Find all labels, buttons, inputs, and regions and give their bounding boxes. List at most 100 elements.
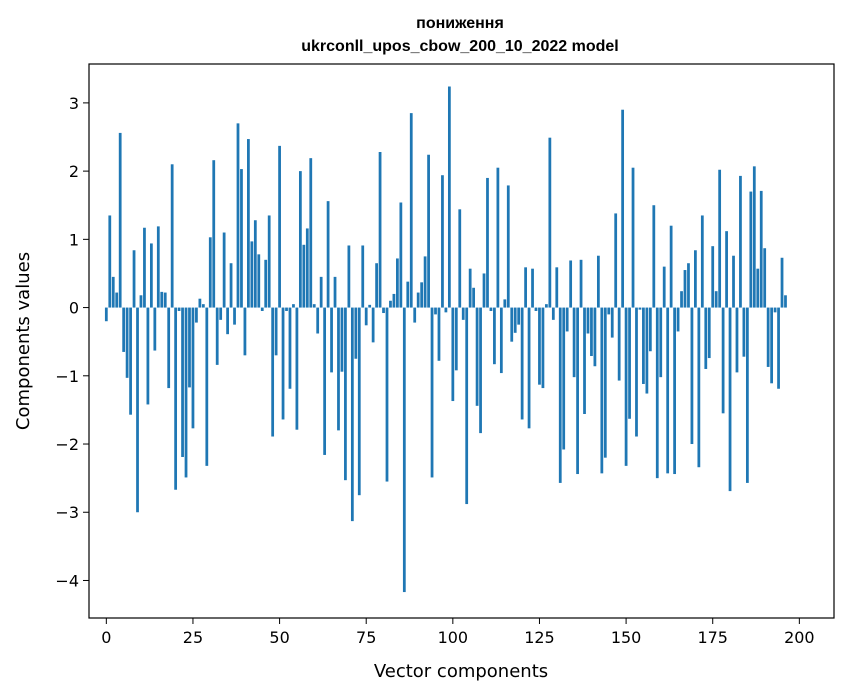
bar <box>281 307 285 420</box>
bar <box>298 171 302 308</box>
bar <box>721 307 725 414</box>
x-tick-label: 125 <box>524 628 555 647</box>
bar <box>143 227 146 308</box>
bar <box>292 304 295 308</box>
bar <box>517 307 521 325</box>
bar <box>666 307 670 474</box>
bar <box>638 307 642 310</box>
bar <box>642 307 645 384</box>
bar <box>344 307 347 481</box>
bar <box>468 268 472 308</box>
y-axis-label: Components values <box>13 252 34 430</box>
bar <box>773 307 777 313</box>
bar <box>156 226 160 308</box>
bar <box>340 307 344 372</box>
bar <box>434 307 437 315</box>
bar <box>278 145 281 308</box>
bar <box>711 246 715 308</box>
bar <box>392 293 396 308</box>
x-tick-label: 50 <box>269 628 289 647</box>
bar <box>648 307 652 352</box>
bar <box>305 228 309 308</box>
bar <box>784 295 787 308</box>
bar <box>614 213 618 308</box>
bar <box>111 276 115 308</box>
bar <box>354 307 358 359</box>
bar <box>295 307 299 430</box>
bar <box>389 300 392 308</box>
y-tick-label: 0 <box>69 299 79 318</box>
bar <box>739 175 742 308</box>
x-tick-label: 150 <box>611 628 642 647</box>
bar <box>357 307 361 496</box>
bar <box>538 307 541 385</box>
bar <box>704 307 708 369</box>
bar <box>219 307 223 320</box>
bar <box>486 177 489 308</box>
bar <box>319 276 323 308</box>
bar <box>590 307 593 357</box>
bar <box>700 215 704 308</box>
bar <box>177 307 181 311</box>
bar <box>104 307 108 322</box>
bar <box>285 307 288 311</box>
x-tick-label: 175 <box>697 628 728 647</box>
bar <box>451 307 455 402</box>
bar <box>420 282 424 308</box>
bar <box>569 260 573 308</box>
bar <box>229 263 233 308</box>
bar <box>170 164 174 308</box>
bar <box>226 307 229 335</box>
bar <box>312 304 316 308</box>
bar <box>115 292 119 308</box>
bar <box>139 295 143 308</box>
bar <box>756 268 760 308</box>
bar <box>385 307 389 482</box>
bar <box>707 307 711 359</box>
bar <box>520 307 524 420</box>
bar <box>551 307 555 320</box>
bar <box>683 270 687 308</box>
bar <box>461 307 465 320</box>
bar <box>732 255 735 308</box>
bar <box>673 307 676 475</box>
bar <box>250 241 254 308</box>
bar <box>572 307 576 378</box>
bar <box>416 292 420 308</box>
bar <box>545 304 548 308</box>
chart-subtitle: ukrconll_upos_cbow_200_10_2022 model <box>301 38 618 55</box>
bar <box>333 276 337 308</box>
bar <box>527 307 531 429</box>
bar <box>652 205 656 308</box>
bar <box>624 307 628 466</box>
x-axis-ticks: 0 25 50 75 100 125 150 175 200 <box>101 618 815 647</box>
bar <box>676 307 680 332</box>
bar <box>146 307 150 405</box>
x-tick-label: 200 <box>784 628 815 647</box>
bar <box>406 281 410 308</box>
bar <box>212 160 216 308</box>
bar <box>506 185 510 308</box>
x-axis-label: Vector components <box>374 661 548 682</box>
bar <box>655 307 659 479</box>
bar <box>628 307 631 419</box>
bar <box>257 254 261 308</box>
y-tick-label: 3 <box>69 94 79 113</box>
plot-frame <box>88 63 835 619</box>
bar <box>610 307 614 338</box>
x-tick-label: 25 <box>183 628 203 647</box>
bar <box>337 307 340 431</box>
bar <box>271 307 275 437</box>
bar <box>697 307 701 468</box>
bar <box>167 307 171 389</box>
bar <box>759 190 763 308</box>
bar <box>191 307 195 429</box>
bar <box>593 307 597 367</box>
bar <box>583 307 586 414</box>
bar <box>475 307 479 406</box>
bar <box>375 263 378 308</box>
bar <box>163 292 167 308</box>
bar <box>253 220 257 308</box>
bar <box>458 209 462 308</box>
